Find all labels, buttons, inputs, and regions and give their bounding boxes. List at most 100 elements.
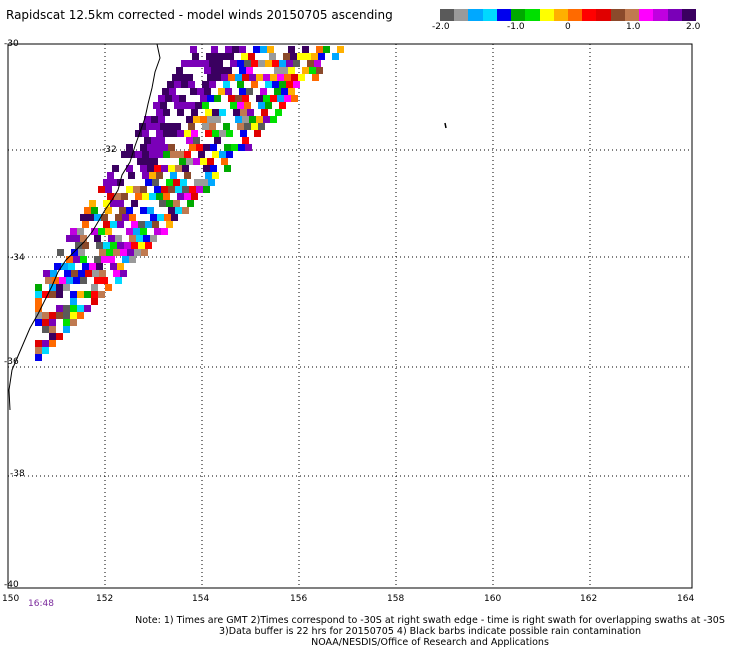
swath-cell <box>298 74 305 81</box>
footnote-line-3: NOAA/NESDIS/Office of Research and Appli… <box>311 637 549 648</box>
swath-cell <box>188 81 195 88</box>
swath-cell <box>80 235 87 242</box>
swath-cell <box>277 95 284 102</box>
swath-cell <box>35 284 42 291</box>
swath-cell <box>103 179 110 186</box>
swath-cell <box>107 193 114 200</box>
swath-cell <box>212 109 219 116</box>
swath-cell <box>124 242 131 249</box>
swath-cell <box>57 249 64 256</box>
swath-cell <box>128 151 135 158</box>
swath-cell <box>151 137 158 144</box>
swath-cell <box>49 340 56 347</box>
swath-cell <box>207 158 214 165</box>
swath-cell <box>312 74 319 81</box>
footnote-line-2: 3)Data buffer is 22 hrs for 20150705 4) … <box>219 626 641 637</box>
swath-cell <box>186 74 193 81</box>
swath-cell <box>207 95 214 102</box>
island-speck <box>444 122 447 129</box>
swath-cell <box>221 74 228 81</box>
swath-cell <box>186 137 193 144</box>
swath-cell <box>131 242 138 249</box>
swath-cell <box>122 214 129 221</box>
swath-cell <box>35 298 42 305</box>
swath-cell <box>251 81 258 88</box>
swath-cell <box>77 312 84 319</box>
swath-cell <box>206 53 213 60</box>
swath-cell <box>159 200 166 207</box>
swath-cell <box>223 123 230 130</box>
legend-swatch <box>454 9 469 21</box>
swath-cell <box>103 200 110 207</box>
swath-cell <box>272 60 279 67</box>
swath-cell <box>77 291 84 298</box>
swath-cell <box>263 116 270 123</box>
swath-cell <box>256 95 263 102</box>
swath-cell <box>172 74 179 81</box>
swath-cell <box>286 60 293 67</box>
swath-cell <box>172 95 179 102</box>
swath-cell <box>84 291 91 298</box>
swath-cell <box>256 74 263 81</box>
swath-cell <box>59 277 66 284</box>
swath-cell <box>311 53 318 60</box>
swath-cell <box>110 221 117 228</box>
wind-difference-cells <box>35 46 344 361</box>
swath-cell <box>115 235 122 242</box>
swath-cell <box>42 319 49 326</box>
swath-cell <box>242 116 249 123</box>
swath-cell <box>210 144 217 151</box>
swath-cell <box>167 123 174 130</box>
legend-label-1: 1.0 <box>626 22 641 32</box>
swath-cell <box>165 95 172 102</box>
swath-cell <box>163 193 170 200</box>
swath-cell <box>193 158 200 165</box>
swath-cell <box>42 347 49 354</box>
graticule <box>8 44 692 588</box>
swath-cell <box>242 74 249 81</box>
swath-cell <box>138 221 145 228</box>
swath-cell <box>92 270 99 277</box>
swath-cell <box>141 249 148 256</box>
swath-cell <box>128 172 135 179</box>
swath-cell <box>205 130 212 137</box>
lon-label-152: 152 <box>96 594 114 604</box>
swath-cell <box>156 172 163 179</box>
swath-cell <box>160 123 167 130</box>
swath-cell <box>108 256 115 263</box>
swath-cell <box>240 109 247 116</box>
swath-cell <box>147 207 154 214</box>
swath-cell <box>284 95 291 102</box>
swath-cell <box>96 263 103 270</box>
swath-cell <box>154 228 161 235</box>
swath-cell <box>188 123 195 130</box>
legend-swatch <box>681 9 696 21</box>
swath-cell <box>137 158 144 165</box>
swath-cell <box>98 228 105 235</box>
swath-cell <box>195 102 202 109</box>
swath-cell <box>288 88 295 95</box>
swath-cell <box>158 137 165 144</box>
swath-cell <box>119 207 126 214</box>
swath-cell <box>170 130 177 137</box>
swath-cell <box>121 193 128 200</box>
swath-cell <box>82 221 89 228</box>
swath-cell <box>201 179 208 186</box>
swath-cell <box>126 144 133 151</box>
legend-swatch <box>482 9 497 21</box>
swath-cell <box>133 228 140 235</box>
swath-cell <box>163 151 170 158</box>
map-frame <box>7 43 693 589</box>
swath-cell <box>91 207 98 214</box>
swath-cell <box>42 326 49 333</box>
swath-cell <box>71 270 78 277</box>
swath-cell <box>265 81 272 88</box>
chart-title: Rapidscat 12.5km corrected - model winds… <box>6 8 393 22</box>
swath-cell <box>270 116 277 123</box>
lon-label-156: 156 <box>290 594 308 604</box>
swath-cell <box>168 144 175 151</box>
swath-cell <box>82 263 89 270</box>
swath-cell <box>174 81 181 88</box>
swath-cell <box>288 67 295 74</box>
